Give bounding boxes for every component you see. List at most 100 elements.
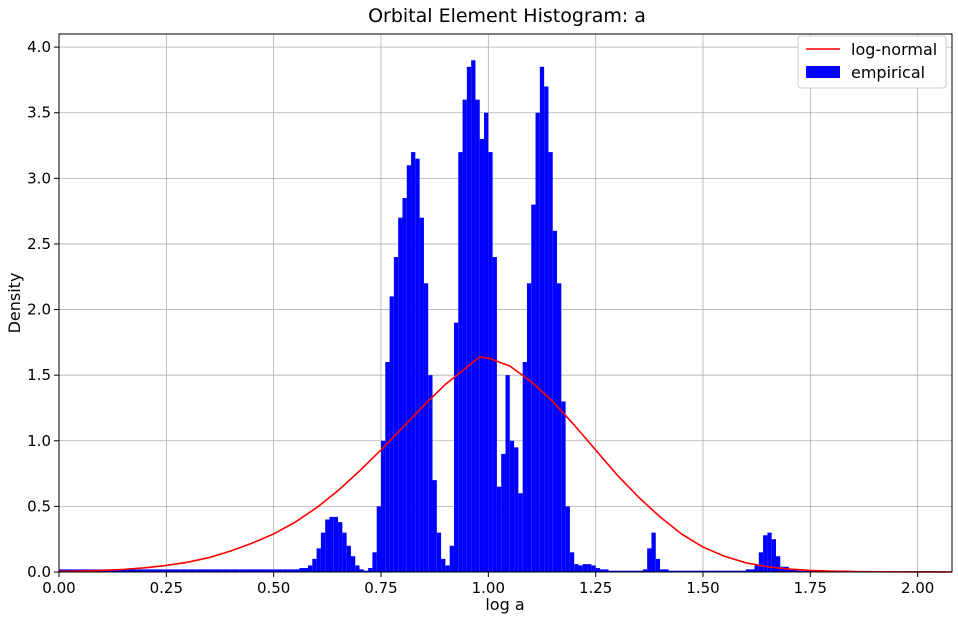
histogram-bar — [350, 556, 356, 572]
histogram-bar — [411, 152, 416, 572]
x-tick-label: 0.00 — [42, 579, 75, 597]
histogram-bar — [647, 548, 652, 572]
histogram-bar — [466, 66, 472, 573]
histogram-bar — [552, 230, 558, 572]
y-axis-ticks: 0.0 0.5 1.0 1.5 2.0 2.5 3.0 3.5 4.0 — [27, 38, 59, 581]
histogram-bar — [574, 564, 579, 572]
x-tick-label: 0.25 — [150, 579, 183, 597]
histogram-bar — [479, 138, 485, 572]
histogram-bar — [745, 569, 755, 572]
histogram-bar — [342, 532, 347, 572]
histogram-bar — [432, 480, 437, 572]
histogram-bar — [595, 568, 600, 572]
x-tick-label: 1.00 — [472, 579, 505, 597]
y-tick-label: 1.5 — [27, 366, 51, 384]
histogram-bar — [557, 283, 562, 572]
histogram-bar — [535, 112, 540, 573]
y-tick-label: 2.5 — [27, 235, 51, 253]
y-axis-label: Density — [5, 273, 24, 334]
y-tick-label: 0.5 — [27, 497, 51, 515]
histogram-bar — [153, 569, 163, 572]
histogram-bar — [788, 569, 798, 572]
y-tick-label: 3.0 — [27, 169, 51, 187]
x-tick-label: 1.25 — [579, 579, 612, 597]
histogram-bar — [737, 570, 746, 572]
histogram-bar — [599, 569, 605, 572]
histogram-bar — [797, 570, 807, 572]
histogram-bar — [767, 532, 772, 572]
histogram-bar — [458, 152, 463, 572]
histogram-bar — [428, 375, 433, 572]
histogram-bar — [389, 296, 394, 572]
legend-empirical-swatch — [806, 66, 840, 78]
histogram-bar — [247, 569, 257, 572]
histogram-bar — [196, 569, 205, 572]
histogram-bar — [213, 569, 223, 572]
histogram-bar — [806, 570, 815, 572]
x-tick-label: 1.75 — [794, 579, 827, 597]
histogram-bar — [355, 565, 360, 572]
histogram-bar — [728, 570, 738, 572]
histogram-bar — [471, 60, 476, 573]
histogram-bar — [325, 519, 330, 572]
histogram-bar — [445, 565, 450, 572]
histogram-bar — [569, 552, 575, 572]
y-tick-label: 0.0 — [27, 563, 51, 581]
histogram-bar — [308, 565, 313, 572]
legend: log-normal empirical — [797, 35, 947, 89]
y-tick-label: 1.0 — [27, 432, 51, 450]
histogram-bar — [363, 570, 369, 572]
histogram-bar — [488, 152, 493, 572]
histogram-bar — [763, 535, 768, 572]
histogram-bar — [406, 165, 412, 572]
histogram-bar — [509, 440, 515, 572]
histogram-bar — [771, 539, 776, 572]
histogram-bar — [346, 545, 351, 572]
histogram-bar — [651, 532, 656, 572]
histogram-bar — [539, 66, 545, 573]
histogram-bar — [518, 493, 523, 572]
histogram-bar — [544, 86, 549, 573]
histogram-bar — [119, 569, 128, 572]
histogram-bar — [578, 565, 583, 572]
histogram-bar — [372, 552, 377, 572]
histogram-bar — [484, 112, 489, 573]
histogram-bar — [475, 99, 480, 573]
plot-area — [58, 33, 953, 573]
histogram-bar — [179, 569, 188, 572]
histogram-bar — [299, 568, 309, 572]
histogram-bars — [59, 60, 952, 573]
log-normal-curve-group — [58, 355, 953, 573]
histogram-bar — [775, 556, 781, 572]
histogram-bar — [702, 570, 712, 572]
log-normal-curve — [58, 355, 953, 573]
histogram-bar — [608, 570, 618, 572]
histogram-bar — [449, 545, 454, 572]
histogram-bar — [492, 257, 497, 572]
histogram-bar — [441, 558, 446, 572]
x-tick-label: 0.50 — [257, 579, 290, 597]
histogram-bar — [561, 401, 566, 572]
y-tick-label: 4.0 — [27, 38, 51, 56]
histogram-bar — [625, 570, 635, 572]
histogram-bar — [398, 217, 403, 572]
histogram-bar — [239, 569, 248, 572]
histogram-bar — [359, 569, 364, 572]
histogram-bar — [256, 569, 266, 572]
histogram-bar — [393, 257, 399, 572]
histogram-bar — [312, 558, 317, 572]
histogram-bar — [660, 569, 669, 572]
x-tick-label: 1.50 — [686, 579, 719, 597]
chart-title: Orbital Element Histogram: a — [368, 5, 646, 27]
y-tick-label: 2.0 — [27, 301, 51, 319]
histogram-bar — [514, 447, 519, 572]
plot-frame — [58, 33, 953, 573]
histogram-bar — [204, 569, 214, 572]
histogram-bar — [282, 569, 291, 572]
histogram-bar — [187, 569, 197, 572]
histogram-bar — [419, 217, 424, 572]
histogram-bar — [110, 569, 120, 572]
histogram-bar — [711, 570, 721, 572]
histogram-bar — [655, 558, 661, 572]
histogram-bar — [677, 570, 686, 572]
